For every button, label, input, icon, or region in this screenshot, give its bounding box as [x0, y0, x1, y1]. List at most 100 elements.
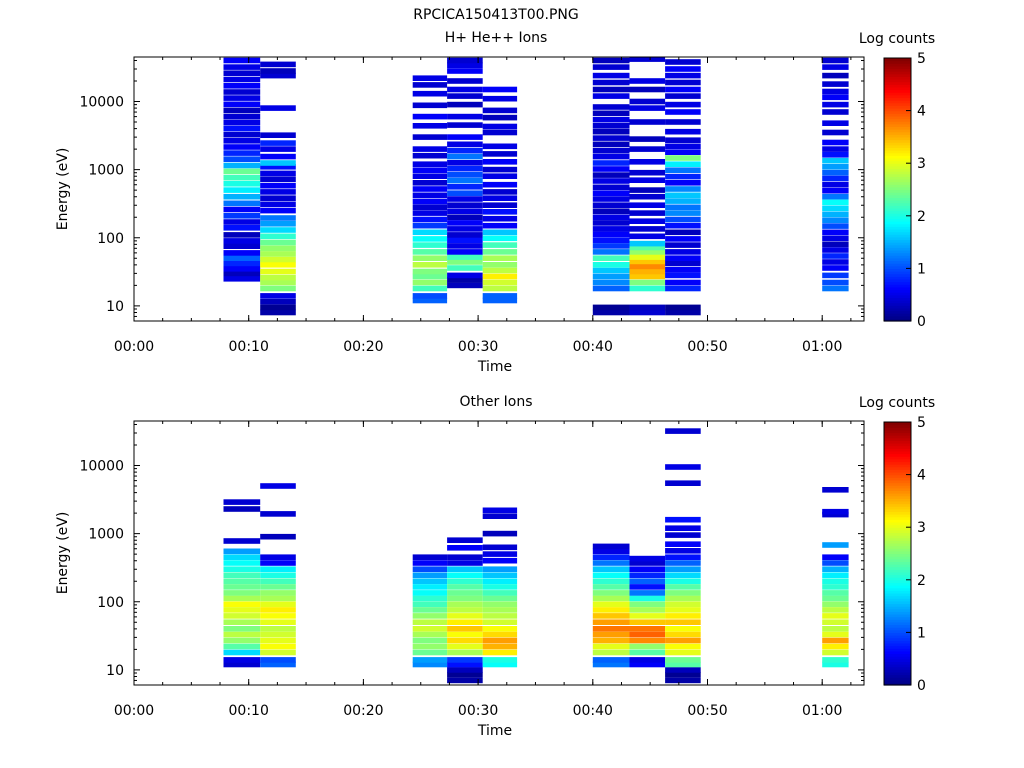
heatmap-cell: [447, 643, 483, 650]
heatmap-cell: [665, 572, 701, 578]
heatmap-cell: [482, 195, 518, 201]
heatmap-cell: [260, 239, 296, 246]
heatmap-cell: [822, 643, 849, 650]
heatmap-cell: [592, 178, 630, 184]
heatmap-cell: [629, 601, 666, 607]
heatmap-cell: [223, 619, 261, 625]
colorbar-segment: [884, 445, 911, 449]
colorbar-segment: [884, 619, 911, 623]
colorbar-segment: [884, 632, 911, 636]
heatmap-cell: [412, 180, 448, 186]
colorbar-segment: [884, 611, 911, 615]
colorbar-segment: [884, 656, 911, 660]
heatmap-cell: [629, 146, 666, 152]
heatmap-cell: [822, 607, 849, 613]
heatmap-cell: [482, 242, 518, 248]
y-tick-label: 10: [106, 663, 124, 679]
heatmap-cell: [482, 159, 518, 165]
colorbar-segment: [884, 571, 911, 576]
heatmap-cell: [592, 548, 630, 555]
heatmap-cell: [822, 554, 849, 560]
colorbar-segment: [884, 637, 911, 641]
heatmap-cell: [629, 177, 666, 183]
heatmap-cell: [665, 198, 701, 204]
heatmap-cell: [629, 643, 666, 650]
colorbar-segment: [884, 503, 911, 507]
heatmap-cell: [447, 62, 483, 69]
heatmap-cell: [223, 168, 261, 175]
colorbar-segment: [884, 276, 911, 280]
colorbar-segment: [884, 432, 911, 436]
colorbar-segment: [884, 150, 911, 154]
colorbar-segment: [884, 582, 911, 586]
heatmap-cell: [592, 110, 630, 117]
heatmap-cell: [592, 208, 630, 214]
heatmap-cell: [629, 193, 666, 200]
colorbar-segment: [884, 621, 911, 626]
heatmap-cell: [822, 81, 849, 87]
heatmap-cell: [412, 210, 448, 216]
heatmap-cell: [822, 584, 849, 590]
colorbar-segment: [884, 163, 911, 167]
heatmap-cell: [260, 607, 296, 613]
colorbar-frame: [883, 421, 912, 686]
heatmap-cell: [260, 201, 296, 208]
colorbar-segment: [884, 81, 911, 85]
colorbar-segment: [884, 585, 911, 589]
heatmap-cell: [447, 282, 483, 289]
heatmap-cell: [822, 109, 849, 115]
heatmap-cell: [447, 226, 483, 232]
colorbar-segment: [884, 437, 911, 442]
colorbar-segment: [884, 556, 911, 560]
heatmap-cell: [822, 229, 849, 236]
heatmap-cell: [629, 105, 666, 111]
heatmap-cell: [447, 190, 483, 196]
heatmap-cell: [592, 595, 630, 602]
heatmap-cell: [629, 187, 666, 193]
x-tick-label: 00:00: [114, 339, 154, 355]
colorbar-segment: [884, 84, 911, 88]
heatmap-cell: [592, 267, 630, 274]
heatmap-cell: [260, 170, 296, 177]
heatmap-cell: [260, 590, 296, 596]
heatmap-cell: [592, 128, 630, 135]
heatmap-cell: [223, 601, 261, 607]
colorbar-segment: [884, 627, 911, 631]
colorbar-segment: [884, 511, 911, 515]
heatmap-cell: [412, 216, 448, 223]
heatmap-cell: [665, 464, 701, 470]
heatmap-cell: [223, 506, 261, 512]
heatmap-cell: [592, 661, 630, 668]
heatmap-cell: [592, 657, 630, 663]
colorbar-segment: [884, 587, 911, 591]
colorbar-segment: [884, 590, 911, 594]
colorbar-segment: [884, 542, 911, 547]
heatmap-cell: [822, 157, 849, 164]
colorbar-segment: [884, 663, 911, 668]
y-axis-title: Energy (eV): [55, 148, 71, 231]
heatmap-cell: [260, 483, 296, 489]
heatmap-cell: [223, 560, 261, 566]
heatmap-cell: [223, 219, 261, 225]
colorbar-segment: [884, 113, 911, 117]
heatmap-cell: [629, 572, 666, 578]
x-axis-title: Time: [477, 723, 512, 739]
heatmap-cell: [822, 139, 849, 146]
heatmap-cell: [665, 143, 701, 150]
colorbar-label: Log counts: [859, 395, 935, 411]
heatmap-cell: [665, 249, 701, 255]
colorbar-tick-label: 2: [917, 573, 926, 589]
heatmap-cell: [665, 279, 701, 286]
heatmap-cell: [592, 166, 630, 172]
heatmap-cell: [822, 272, 849, 279]
heatmap-cell: [822, 285, 849, 292]
colorbar-segment: [884, 461, 911, 465]
colorbar-tick-label: 4: [917, 468, 926, 484]
colorbar-segment: [884, 144, 911, 149]
colorbar-segment: [884, 121, 911, 125]
heatmap-cell: [629, 233, 666, 240]
colorbar-segment: [884, 532, 911, 536]
heatmap-cell: [629, 279, 666, 286]
colorbar-segment: [884, 263, 911, 267]
heatmap-cell: [482, 619, 518, 625]
